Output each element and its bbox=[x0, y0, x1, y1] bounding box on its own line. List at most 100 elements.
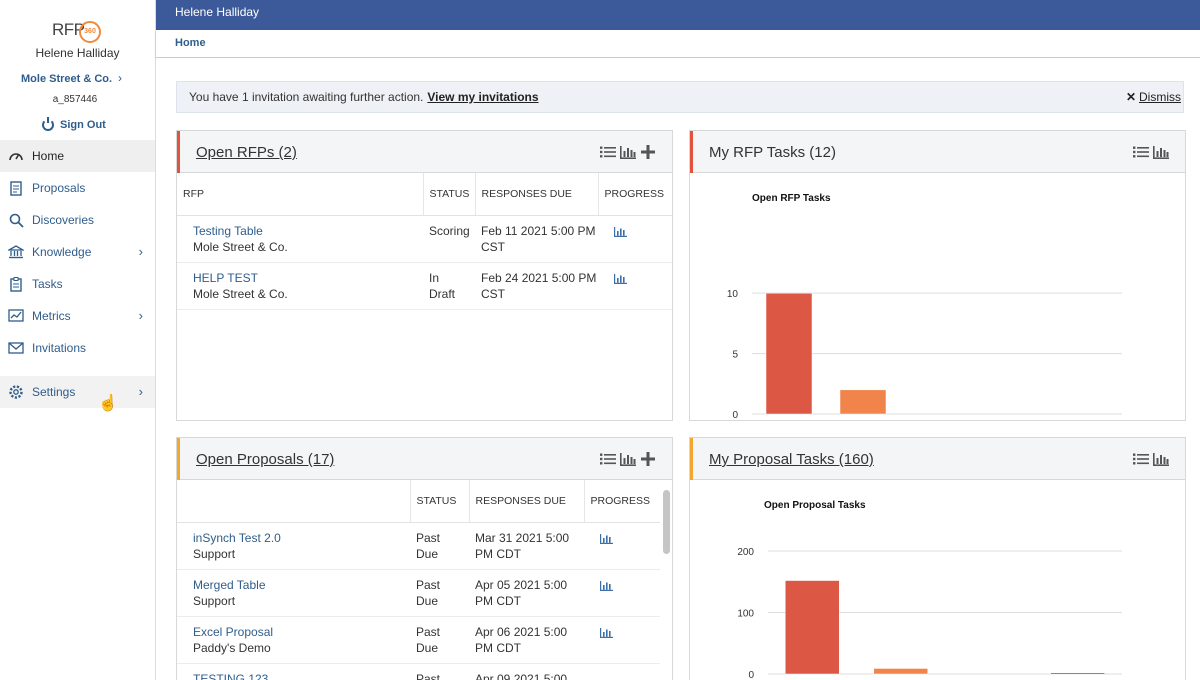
due-date: Mar 31 2021 5:00 bbox=[475, 530, 570, 545]
open-rfps-title[interactable]: Open RFPs (2) bbox=[196, 144, 297, 161]
bar bbox=[785, 580, 840, 675]
bar bbox=[1050, 672, 1105, 675]
column-header[interactable]: RFP bbox=[177, 173, 423, 216]
rfp-tasks-chart: 0510NotStartedInProgressPendingApprovalR… bbox=[727, 289, 1122, 419]
company-link[interactable]: Mole Street & Co. bbox=[21, 73, 113, 85]
panel-accent bbox=[177, 438, 180, 480]
table-row[interactable]: HELP TEST Mole Street & Co. In Draft Feb 2… bbox=[177, 262, 672, 310]
bar bbox=[765, 292, 813, 415]
sidebar-item-settings[interactable]: Settings › bbox=[0, 376, 155, 408]
sidebar-item-knowledge[interactable]: Knowledge › bbox=[0, 236, 155, 268]
column-header[interactable]: RESPONSES DUE bbox=[474, 173, 598, 216]
sidebar-item-label: Discoveries bbox=[32, 213, 95, 227]
breadcrumb: Home bbox=[156, 30, 1200, 58]
y-tick-label: 100 bbox=[737, 609, 754, 620]
status-text: In bbox=[429, 270, 440, 285]
y-tick-label: 200 bbox=[737, 547, 754, 558]
open-rfps-panel: Open RFPs (2) RFP STATUS RESPONSES DUE P… bbox=[176, 130, 673, 421]
invitation-text: You have 1 invitation awaiting further a… bbox=[189, 90, 424, 104]
chart-view-icon[interactable] bbox=[1153, 144, 1169, 160]
due-tz: PM CDT bbox=[475, 546, 521, 561]
sidebar-item-label: Invitations bbox=[32, 341, 87, 355]
panel-accent bbox=[690, 438, 693, 480]
close-icon: ✕ bbox=[1125, 90, 1136, 104]
status-text: Past bbox=[416, 530, 441, 545]
proposal-tasks-panel: My Proposal Tasks (160) Open Proposal Ta… bbox=[689, 437, 1186, 680]
table-row[interactable]: TESTING 123 Past Apr 09 2021 5:00 bbox=[177, 663, 660, 680]
view-invitations-link[interactable]: View my invitations bbox=[427, 90, 539, 104]
table-row[interactable]: Testing Table Mole Street & Co. Scoring F… bbox=[177, 215, 672, 263]
list-view-icon[interactable] bbox=[600, 144, 616, 160]
progress-chart-icon[interactable] bbox=[600, 532, 613, 548]
proposal-tasks-title[interactable]: My Proposal Tasks (160) bbox=[709, 451, 874, 468]
panel-header: My RFP Tasks (12) bbox=[690, 131, 1185, 173]
sign-out-button[interactable]: Sign Out bbox=[42, 117, 106, 131]
y-tick-label: 0 bbox=[748, 670, 754, 680]
rfp-name-link[interactable]: HELP TEST bbox=[193, 270, 258, 285]
list-view-icon[interactable] bbox=[1133, 144, 1149, 160]
due-tz: PM CDT bbox=[475, 593, 521, 608]
rfp-tasks-panel: My RFP Tasks (12) Open RFP Tasks 0510Not… bbox=[689, 130, 1186, 421]
proposal-org: Support bbox=[193, 593, 236, 608]
breadcrumb-home[interactable]: Home bbox=[175, 37, 206, 49]
proposal-tasks-chart: 0100200Not StartedIn ProgressPending App… bbox=[737, 547, 1122, 680]
chart-title: Open Proposal Tasks bbox=[764, 500, 866, 511]
sidebar-item-discoveries[interactable]: Discoveries bbox=[0, 204, 155, 236]
proposal-name-link[interactable]: Merged Table bbox=[193, 577, 266, 592]
add-icon[interactable] bbox=[640, 451, 656, 467]
top-bar: Helene Halliday bbox=[156, 0, 1200, 30]
proposal-org: Support bbox=[193, 546, 236, 561]
sidebar-nav: Home Proposals Discoveries Knowledge › bbox=[0, 140, 155, 408]
list-view-icon[interactable] bbox=[1133, 451, 1149, 467]
due-tz: PM CDT bbox=[475, 640, 521, 655]
panel-tools bbox=[600, 144, 656, 160]
chart-view-icon[interactable] bbox=[620, 144, 636, 160]
column-header[interactable]: PROGRESS bbox=[597, 173, 672, 216]
logo: RFP bbox=[52, 20, 85, 39]
sidebar-item-label: Tasks bbox=[32, 277, 63, 291]
sidebar-item-label: Proposals bbox=[32, 181, 86, 195]
status-text: Due bbox=[416, 640, 439, 655]
chart-view-icon[interactable] bbox=[620, 451, 636, 467]
logo-ring: 360 bbox=[79, 21, 101, 43]
proposal-name-link[interactable]: inSynch Test 2.0 bbox=[193, 530, 281, 545]
column-header[interactable]: STATUS bbox=[409, 480, 469, 523]
rfp-name-link[interactable]: Testing Table bbox=[193, 223, 263, 238]
sidebar-item-metrics[interactable]: Metrics › bbox=[0, 300, 155, 332]
progress-chart-icon[interactable] bbox=[600, 626, 613, 642]
table-row[interactable]: inSynch Test 2.0 Support Past Due Mar 31 2… bbox=[177, 522, 660, 570]
sidebar-item-proposals[interactable]: Proposals bbox=[0, 172, 155, 204]
panel-header: Open Proposals (17) bbox=[177, 438, 672, 480]
proposal-name-link[interactable]: Excel Proposal bbox=[193, 624, 274, 639]
open-proposals-title[interactable]: Open Proposals (17) bbox=[196, 451, 335, 468]
list-view-icon[interactable] bbox=[600, 451, 616, 467]
proposal-org: Paddy's Demo bbox=[193, 640, 271, 655]
top-bar-user[interactable]: Helene Halliday bbox=[175, 5, 260, 19]
panel-header: Open RFPs (2) bbox=[177, 131, 672, 173]
chart-view-icon[interactable] bbox=[1153, 451, 1169, 467]
status-text: Due bbox=[416, 593, 439, 608]
sidebar-item-label: Home bbox=[32, 149, 65, 163]
column-header[interactable]: STATUS bbox=[422, 173, 475, 216]
table-row[interactable]: Merged Table Support Past Due Apr 05 2021 … bbox=[177, 569, 660, 617]
y-tick-label: 10 bbox=[727, 289, 739, 300]
progress-chart-icon[interactable] bbox=[614, 272, 627, 288]
proposal-table: STATUS RESPONSES DUE PROGRESS inSynch Te… bbox=[177, 480, 660, 680]
sidebar-item-tasks[interactable]: Tasks bbox=[0, 268, 155, 300]
status-text: Past bbox=[416, 671, 441, 680]
rfp-table: RFP STATUS RESPONSES DUE PROGRESS Testin… bbox=[177, 173, 672, 310]
due-date: Apr 09 2021 5:00 bbox=[475, 671, 568, 680]
chevron-right-icon[interactable]: › bbox=[118, 71, 122, 85]
scrollbar[interactable] bbox=[663, 490, 670, 554]
envelope-icon bbox=[8, 340, 24, 356]
proposal-name-link[interactable]: TESTING 123 bbox=[193, 671, 269, 680]
sidebar-item-invitations[interactable]: Invitations bbox=[0, 332, 155, 364]
dismiss-button[interactable]: ✕ Dismiss bbox=[1126, 90, 1181, 104]
table-row[interactable]: Excel Proposal Paddy's Demo Past Due Apr 0… bbox=[177, 616, 660, 664]
progress-chart-icon[interactable] bbox=[614, 225, 627, 241]
column-header[interactable]: PROGRESS bbox=[583, 480, 660, 523]
column-header[interactable]: RESPONSES DUE bbox=[468, 480, 584, 523]
progress-chart-icon[interactable] bbox=[600, 579, 613, 595]
sidebar-item-home[interactable]: Home bbox=[0, 140, 155, 172]
add-icon[interactable] bbox=[640, 144, 656, 160]
